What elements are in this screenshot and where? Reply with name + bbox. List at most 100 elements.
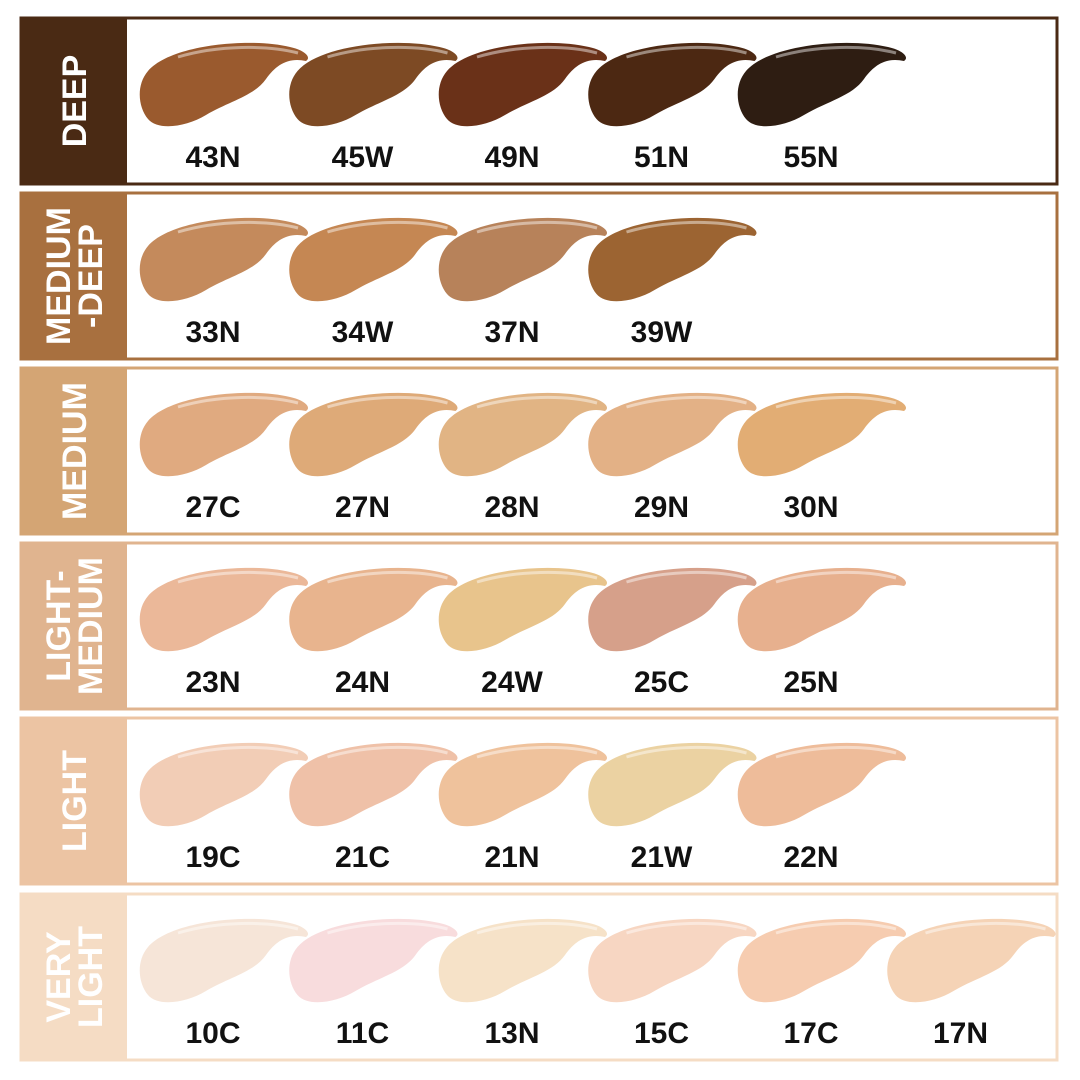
shade-swatch — [737, 392, 907, 477]
swatch-highlight — [626, 921, 747, 935]
swatch-smear — [737, 742, 907, 827]
swatch-smear — [289, 918, 458, 1003]
swatch-smear — [737, 918, 907, 1003]
swatch-highlight — [177, 570, 299, 584]
swatch-smear — [588, 217, 757, 302]
shade-swatch — [737, 742, 907, 827]
swatch-highlight — [327, 220, 448, 234]
swatch-highlight — [925, 921, 1046, 935]
shade-name: 34W — [332, 316, 394, 349]
shade-name: 22N — [783, 841, 838, 874]
shade-name: 55N — [783, 141, 838, 174]
swatch-smear — [588, 42, 757, 127]
shade-name: 27C — [185, 491, 240, 524]
shade-name: 27N — [335, 491, 390, 524]
swatch-highlight — [177, 220, 299, 234]
swatch-highlight — [327, 570, 448, 584]
swatch-highlight — [626, 745, 747, 759]
shade-swatch — [139, 918, 309, 1003]
shade-name: 10C — [185, 1017, 240, 1050]
shade-name: 23N — [185, 666, 240, 699]
shade-name: 29N — [634, 491, 689, 524]
swatch-smear — [139, 742, 309, 827]
shade-swatch — [588, 42, 757, 127]
row-label-line: LIGHT- — [40, 570, 78, 681]
shade-row: DEEP 43N 45W 49N 51N 55N — [19, 16, 1059, 186]
shade-swatch — [289, 392, 458, 477]
shade-swatch — [588, 217, 757, 302]
row-label-line: LIGHT — [72, 926, 110, 1028]
swatch-highlight — [775, 921, 897, 935]
row-label: DEEP — [56, 55, 94, 148]
row-label-line: VERY — [40, 931, 78, 1023]
shade-swatch — [139, 567, 309, 652]
shade-name: 45W — [332, 141, 394, 174]
row-label-band — [20, 17, 127, 185]
shade-swatch — [588, 918, 757, 1003]
shade-swatch — [438, 42, 608, 127]
swatch-smear — [588, 918, 757, 1003]
swatch-smear — [737, 567, 907, 652]
swatch-highlight — [177, 45, 299, 59]
shade-swatch — [737, 42, 907, 127]
swatch-smear — [588, 742, 757, 827]
row-label-band — [20, 717, 127, 885]
row-label-band — [20, 192, 127, 360]
swatch-highlight — [177, 745, 299, 759]
swatch-highlight — [476, 570, 598, 584]
row-label-line: MEDIUM — [56, 382, 94, 520]
shade-swatch — [737, 567, 907, 652]
swatch-highlight — [476, 921, 598, 935]
row-label: MEDIUM-DEEP — [40, 207, 110, 345]
row-label-line: -DEEP — [72, 224, 110, 328]
shade-swatch — [588, 392, 757, 477]
swatch-smear — [139, 392, 309, 477]
shade-name: 49N — [484, 141, 539, 174]
swatch-highlight — [177, 921, 299, 935]
swatch-smear — [438, 567, 608, 652]
shade-swatch — [139, 392, 309, 477]
shade-name: 13N — [484, 1017, 539, 1050]
shade-name: 25C — [634, 666, 689, 699]
row-label-line: MEDIUM — [72, 557, 110, 695]
swatch-highlight — [476, 220, 598, 234]
shade-name: 17C — [783, 1017, 838, 1050]
shade-name: 11C — [336, 1017, 389, 1050]
shade-name: 51N — [634, 141, 689, 174]
shade-name: 24N — [335, 666, 390, 699]
shade-swatch — [887, 918, 1056, 1003]
shade-name: 21W — [631, 841, 693, 874]
swatch-smear — [289, 567, 458, 652]
row-label: MEDIUM — [56, 382, 94, 520]
row-label: VERYLIGHT — [40, 926, 110, 1028]
shade-swatch — [289, 42, 458, 127]
shade-name: 33N — [185, 316, 240, 349]
swatch-smear — [289, 42, 458, 127]
shade-name: 15C — [634, 1017, 689, 1050]
swatch-smear — [438, 918, 608, 1003]
shade-swatch — [139, 742, 309, 827]
shade-swatch — [438, 567, 608, 652]
swatch-smear — [139, 918, 309, 1003]
swatch-smear — [588, 392, 757, 477]
row-label-line: DEEP — [56, 55, 94, 148]
shade-swatch — [588, 742, 757, 827]
shade-swatch — [289, 217, 458, 302]
swatch-highlight — [177, 395, 299, 409]
shade-name: 43N — [185, 141, 240, 174]
shade-swatch — [289, 918, 458, 1003]
swatch-smear — [289, 392, 458, 477]
swatch-smear — [139, 567, 309, 652]
swatch-highlight — [476, 45, 598, 59]
swatch-smear — [139, 42, 309, 127]
swatch-highlight — [626, 395, 747, 409]
swatch-smear — [588, 567, 757, 652]
shade-name: 30N — [783, 491, 838, 524]
swatch-highlight — [327, 45, 448, 59]
row-label-line: MEDIUM — [40, 207, 78, 345]
swatch-highlight — [327, 395, 448, 409]
row-label-band — [20, 367, 127, 535]
swatch-smear — [438, 42, 608, 127]
swatch-highlight — [775, 745, 897, 759]
